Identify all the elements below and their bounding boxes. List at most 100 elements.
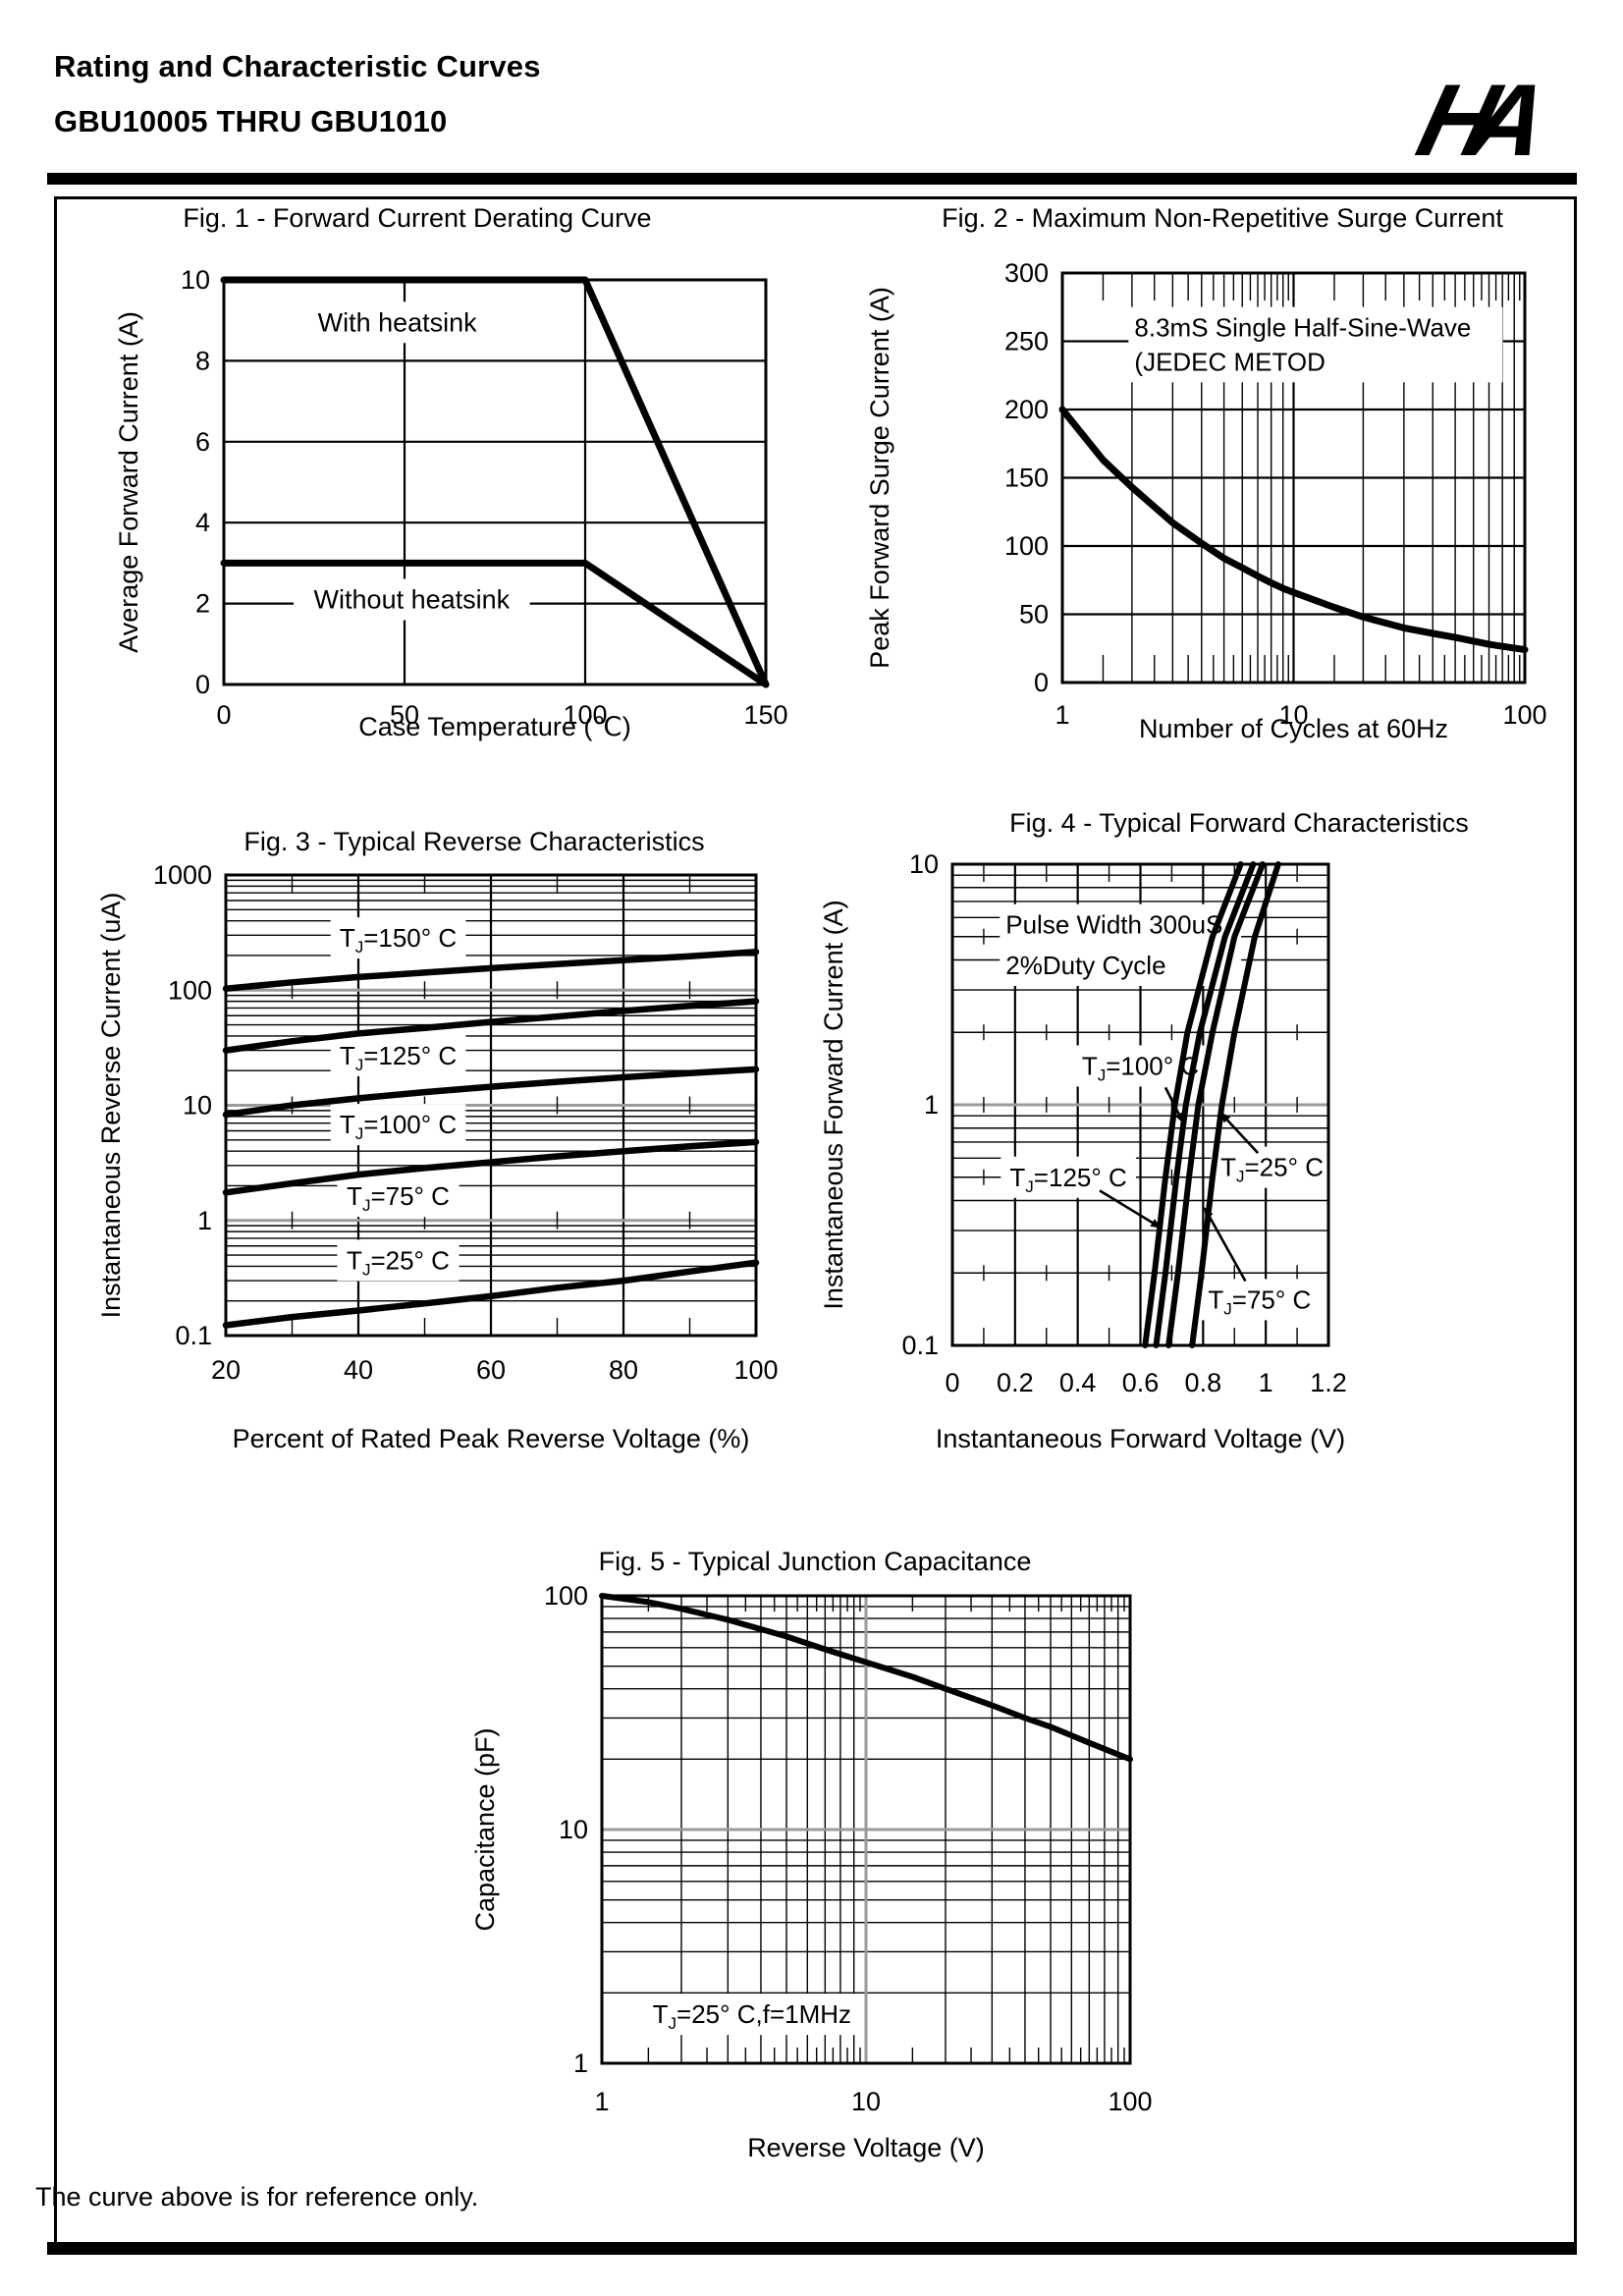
fig5-ytick-100: 100 — [544, 1581, 588, 1611]
fig3-ylabel: Instantaneous Reverse Current (uA) — [96, 893, 126, 1319]
fig1-curve-with-heatsink — [220, 276, 770, 688]
fig5-xtick-10: 10 — [851, 2087, 881, 2116]
fig2-xtick-1: 1 — [1055, 700, 1069, 730]
fig3-xtick-20: 20 — [211, 1355, 241, 1385]
fig3-curve-tj-125c — [222, 998, 760, 1054]
fig1-xtick-50: 50 — [390, 700, 419, 730]
fig5-annotation-0-line-0: TJ=25° C,f=1MHz — [653, 1999, 851, 2033]
fig4-frame — [950, 862, 1330, 1347]
fig2-annotation-0-line-1: (JEDEC METOD — [1134, 347, 1325, 376]
fig3-tick-labels: 20 40 60 80 100 0.1 1 10 100 1000 — [153, 860, 779, 1385]
fig4-xtick-0.2: 0.2 — [997, 1368, 1034, 1397]
fig2-tick-labels: 1 10 100 0 50 100 150 200 250 300 — [1004, 258, 1547, 730]
fig1-annotation-1-line-0: Without heatsink — [314, 584, 511, 614]
fig1-ytick-0: 0 — [195, 670, 210, 699]
fig4-arrow-2 — [1219, 1112, 1260, 1155]
fig4-title: Fig. 4 - Typical Forward Characteristics — [1009, 808, 1469, 838]
brand-logo: HA — [1335, 59, 1591, 177]
footer-note: The curve above is for reference only. — [35, 2182, 479, 2212]
fig3-ytick-1: 1 — [197, 1206, 212, 1235]
fig1-ytick-10: 10 — [181, 265, 210, 295]
fig2-ytick-50: 50 — [1019, 600, 1049, 629]
fig4-xtick-0.8: 0.8 — [1185, 1368, 1222, 1397]
fig4-annotation-0-line-1: 2%Duty Cycle — [1005, 951, 1165, 980]
fig1-ytick-8: 8 — [195, 346, 210, 375]
fig2-ytick-250: 250 — [1004, 327, 1049, 356]
fig4-xtick-1: 1 — [1259, 1368, 1273, 1397]
fig1-tick-labels: 0 50 100 150 0 2 4 6 8 10 — [181, 265, 788, 730]
fig4-tick-labels: 0 0.2 0.4 0.6 0.8 1 1.2 0.1 1 10 — [901, 849, 1346, 1397]
bottom-rule — [47, 2242, 1577, 2255]
fig5-ylabel: Capacitance (pF) — [470, 1727, 500, 1931]
fig4-ylabel: Instantaneous Forward Current (A) — [819, 900, 848, 1309]
fig5-curve-junction-capacitance — [599, 1593, 1133, 1763]
fig5-xtick-1: 1 — [594, 2087, 609, 2116]
fig3-annotation-1-line-0: TJ=125° C — [340, 1041, 457, 1074]
fig4-curve-tj-75c — [1165, 861, 1266, 1348]
fig2-annotation-0-line-0: 8.3mS Single Half-Sine-Wave — [1134, 313, 1471, 343]
fig2-series — [1058, 406, 1529, 654]
fig1-ytick-4: 4 — [195, 508, 210, 537]
fig1: With heatsink Without heatsink 0 50 100 150 0 2… — [114, 203, 788, 741]
fig4-xtick-0.6: 0.6 — [1122, 1368, 1160, 1397]
fig1-xtick-100: 100 — [563, 700, 607, 730]
fig5-xlabel: Reverse Voltage (V) — [747, 2133, 985, 2162]
fig2-ytick-150: 150 — [1004, 464, 1049, 493]
fig4-annotation-3-line-0: TJ=25° C — [1220, 1153, 1324, 1186]
fig1-series — [220, 276, 770, 688]
fig3-ytick-1000: 1000 — [153, 860, 212, 890]
fig3-xtick-60: 60 — [476, 1355, 506, 1385]
fig2-ylabel: Peak Forward Surge Current (A) — [865, 287, 894, 669]
fig1-title: Fig. 1 - Forward Current Derating Curve — [183, 203, 651, 233]
fig4-ytick-10: 10 — [909, 849, 939, 879]
page-title: Rating and Characteristic Curves — [54, 49, 541, 83]
fig4-xtick-0.4: 0.4 — [1059, 1368, 1097, 1397]
fig4-ytick-0.1: 0.1 — [901, 1331, 939, 1360]
fig3-series — [222, 949, 760, 1329]
fig5-tick-labels: 1 10 100 1 10 100 — [544, 1581, 1153, 2116]
fig4-curve-tj-100c — [1153, 861, 1257, 1348]
fig3-annotations: TJ=150° C TJ=125° C TJ=100° C TJ=75° C TJ=25… — [330, 917, 466, 1282]
fig3-curve-tj-25c — [222, 1259, 760, 1329]
fig2-title: Fig. 2 - Maximum Non-Repetitive Surge Cu… — [942, 203, 1503, 233]
fig1-xtick-0: 0 — [216, 700, 231, 730]
fig3-curve-tj-100c — [222, 1066, 760, 1119]
fig2-xtick-100: 100 — [1502, 700, 1546, 730]
fig3-annotation-3-line-0: TJ=75° C — [347, 1181, 450, 1215]
fig5-ytick-10: 10 — [559, 1815, 588, 1844]
fig2-xtick-10: 10 — [1278, 700, 1308, 730]
fig5-frame — [600, 1594, 1132, 2065]
fig3-ytick-10: 10 — [183, 1091, 212, 1121]
fig1-xtick-150: 150 — [743, 700, 787, 730]
fig2: 8.3mS Single Half-Sine-Wave (JEDEC METOD 1… — [865, 203, 1547, 743]
fig5-title: Fig. 5 - Typical Junction Capacitance — [599, 1547, 1032, 1576]
fig3-title: Fig. 3 - Typical Reverse Characteristics — [243, 827, 704, 856]
fig1-ytick-6: 6 — [195, 427, 210, 457]
fig1-ytick-2: 2 — [195, 589, 210, 619]
fig4-xlabel: Instantaneous Forward Voltage (V) — [936, 1424, 1345, 1453]
fig2-ytick-100: 100 — [1004, 531, 1049, 561]
fig4-arrow-1 — [1099, 1189, 1162, 1229]
fig5-series — [599, 1593, 1133, 1763]
fig5: TJ=25° C,f=1MHz 1 10 100 1 10 100 Fig. 5 - Typi… — [470, 1547, 1153, 2162]
fig4-ytick-1: 1 — [924, 1090, 939, 1120]
fig1-annotation-0-line-0: With heatsink — [318, 307, 478, 337]
fig1-curve-without-heatsink — [220, 559, 770, 688]
fig3-ytick-0.1: 0.1 — [175, 1321, 212, 1350]
fig1-ylabel: Average Forward Current (A) — [114, 311, 143, 653]
fig3: TJ=150° C TJ=125° C TJ=100° C TJ=75° C TJ=25… — [96, 827, 779, 1453]
fig3-xlabel: Percent of Rated Peak Reverse Voltage (%… — [233, 1424, 750, 1453]
fig3-xtick-40: 40 — [344, 1355, 373, 1385]
fig4-xtick-0: 0 — [945, 1368, 959, 1397]
fig1-annotations: With heatsink Without heatsink — [294, 301, 530, 621]
fig3-frame — [224, 873, 758, 1338]
header-rule — [47, 173, 1577, 185]
fig5-ytick-1: 1 — [573, 2049, 588, 2078]
fig2-ytick-0: 0 — [1034, 668, 1049, 697]
fig3-xtick-80: 80 — [609, 1355, 638, 1385]
part-number-range: GBU10005 THRU GBU1010 — [54, 104, 448, 138]
fig4-annotation-0-line-0: Pulse Width 300uS — [1005, 910, 1222, 940]
fig4-arrow-3 — [1204, 1207, 1247, 1283]
